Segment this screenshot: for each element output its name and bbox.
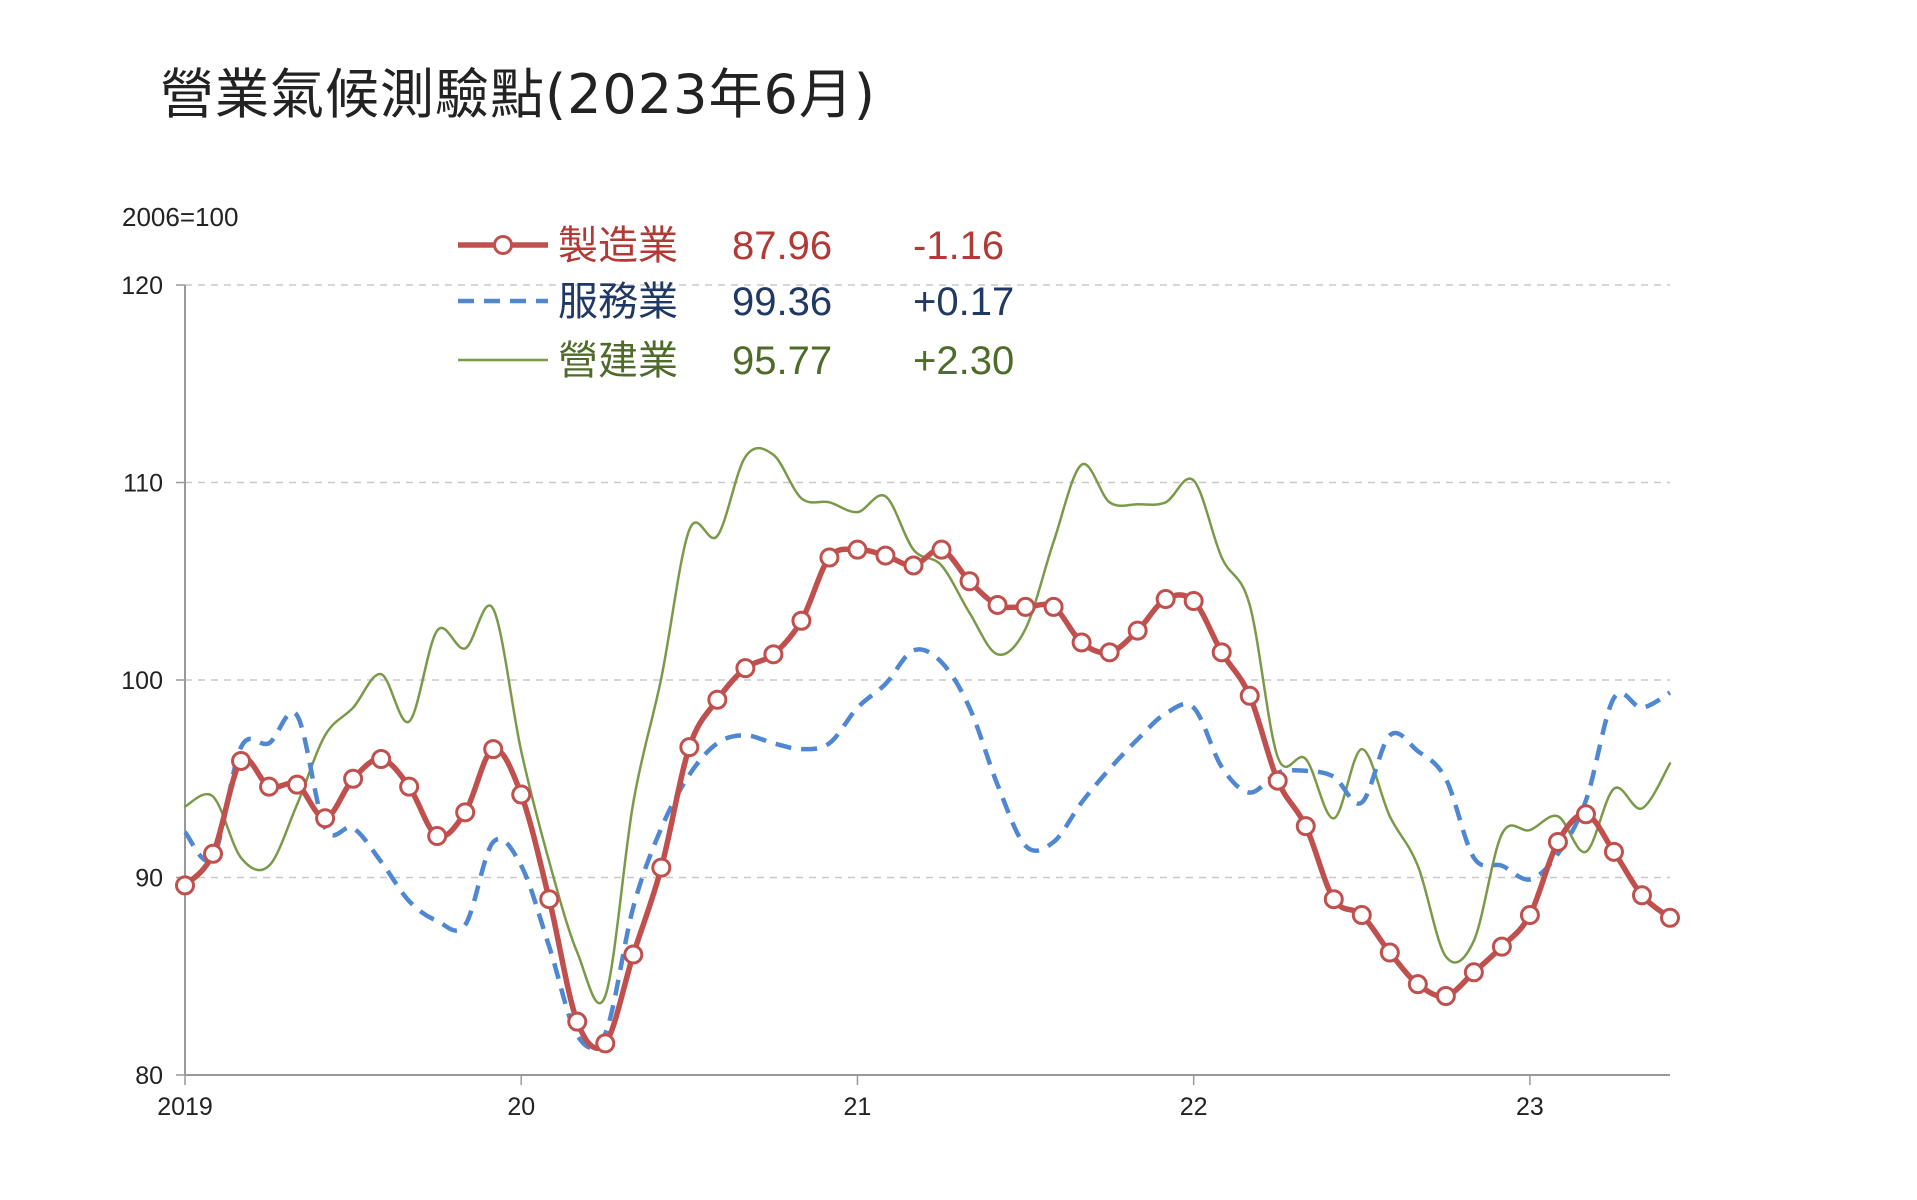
data-point	[1323, 889, 1344, 910]
legend-change-value: -1.16	[913, 224, 1004, 268]
legend-latest-value: 87.96	[732, 224, 832, 268]
data-point	[567, 1011, 588, 1032]
legend-item: 營建業 95.77 +2.30	[458, 339, 1014, 383]
data-point	[287, 774, 308, 795]
data-point	[231, 750, 252, 771]
chart-title: 營業氣候測驗點(2023年6月)	[160, 63, 876, 126]
data-point	[175, 875, 195, 896]
data-point	[791, 610, 812, 631]
data-point	[1183, 591, 1204, 611]
y-tick-labels: 80 90 100 110 120	[121, 272, 163, 1090]
data-point	[1211, 642, 1232, 663]
data-point	[343, 768, 364, 789]
data-point	[679, 737, 700, 758]
data-point	[1155, 589, 1176, 610]
data-point	[1239, 685, 1260, 706]
data-point	[1660, 907, 1680, 928]
y-unit-label: 2006=100	[122, 202, 238, 232]
data-point	[735, 658, 756, 679]
data-point	[511, 784, 532, 805]
data-point	[1351, 905, 1372, 926]
data-point	[875, 545, 896, 566]
y-tick-label: 120	[121, 272, 163, 300]
legend-latest-value: 95.77	[732, 339, 832, 383]
legend-label: 服務業	[558, 280, 678, 324]
legend-item: 服務業 99.36 +0.17	[458, 280, 1014, 324]
series-line	[182, 546, 1673, 1051]
data-point	[1407, 974, 1428, 995]
data-point	[987, 594, 1008, 615]
series-0	[175, 539, 1680, 1054]
legend-change-value: +2.30	[913, 339, 1014, 383]
data-point	[483, 739, 504, 760]
axes	[176, 284, 1670, 1085]
data-point	[539, 889, 560, 910]
series-1	[183, 647, 1672, 1051]
legend-label: 製造業	[558, 224, 678, 268]
data-point	[1267, 770, 1288, 791]
data-point	[847, 539, 868, 560]
series-layer	[175, 446, 1680, 1054]
data-point	[1379, 942, 1400, 963]
data-point	[1547, 831, 1568, 852]
data-point	[1127, 620, 1148, 641]
legend-latest-value: 99.36	[732, 280, 832, 324]
x-tick-label: 21	[844, 1093, 872, 1121]
data-point	[819, 547, 840, 568]
data-point	[623, 944, 644, 965]
y-tick-label: 80	[135, 1062, 163, 1090]
data-point	[1043, 596, 1064, 617]
data-point	[259, 776, 280, 797]
data-point	[931, 539, 952, 560]
legend-marker	[493, 235, 513, 255]
data-point	[707, 689, 728, 710]
series-line	[183, 647, 1672, 1051]
legend: 製造業 87.96 -1.16 服務業 99.36 +0.17 營建業 95.77 +2.30	[458, 224, 1014, 383]
data-point	[1603, 841, 1624, 862]
data-point	[371, 749, 392, 769]
data-point	[1295, 816, 1316, 837]
data-point	[1631, 885, 1652, 906]
data-point	[399, 776, 420, 797]
legend-label: 營建業	[558, 339, 678, 383]
data-point	[595, 1033, 616, 1054]
data-point	[959, 571, 980, 592]
y-tick-label: 100	[121, 667, 163, 695]
legend-item: 製造業 87.96 -1.16	[458, 224, 1004, 268]
data-point	[427, 826, 448, 847]
data-point	[203, 843, 224, 864]
data-point	[1015, 596, 1036, 617]
data-point	[315, 808, 336, 829]
x-tick-label: 23	[1516, 1093, 1544, 1121]
series-line	[183, 446, 1672, 1005]
data-point	[1519, 905, 1540, 926]
data-point	[651, 857, 672, 878]
data-point	[763, 644, 784, 665]
data-point	[455, 802, 476, 823]
series-2	[183, 446, 1672, 1005]
x-tick-label: 20	[507, 1093, 535, 1121]
data-point	[1463, 962, 1484, 983]
data-point	[1071, 632, 1092, 653]
y-tick-label: 110	[123, 470, 163, 498]
x-tick-label: 22	[1180, 1093, 1208, 1121]
data-point	[1575, 804, 1596, 825]
data-point	[1099, 642, 1120, 663]
data-point	[1435, 986, 1456, 1006]
data-point	[903, 555, 924, 576]
data-point	[1491, 936, 1512, 957]
y-tick-label: 90	[135, 865, 163, 893]
x-tick-labels: 2019 20 21 22 23	[157, 1093, 1544, 1121]
legend-change-value: +0.17	[913, 280, 1014, 324]
x-tick-label: 2019	[157, 1093, 213, 1121]
